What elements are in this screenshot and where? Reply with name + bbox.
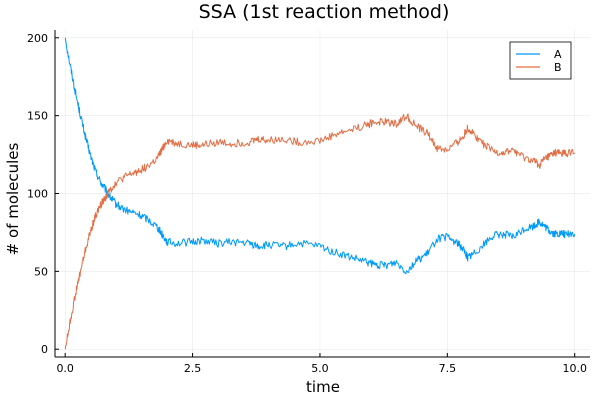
y-tick-label: 200 [27, 32, 48, 45]
series-lines [64, 37, 576, 350]
x-tick-label: 7.5 [439, 362, 457, 375]
chart-title: SSA (1st reaction method) [199, 1, 450, 23]
axes [54, 30, 590, 358]
x-tick-label: 5.0 [311, 362, 329, 375]
series-line-B [64, 113, 576, 350]
x-tick-label: 0.0 [56, 362, 74, 375]
tick-labels: 0.0 2.5 5.0 7.5 10.0 0 50 100 150 200 [27, 32, 587, 375]
legend-label-B: B [554, 61, 562, 74]
x-tick-label: 10.0 [562, 362, 587, 375]
y-tick-label: 100 [27, 188, 48, 201]
y-tick-label: 50 [34, 265, 48, 278]
legend: AB [509, 41, 572, 80]
y-tick-label: 0 [41, 343, 48, 356]
y-tick-label: 150 [27, 110, 48, 123]
legend-box [509, 41, 572, 80]
grid-lines [55, 30, 590, 357]
x-axis-title: time [306, 378, 340, 396]
y-axis-title: # of molecules [4, 142, 22, 255]
series-line-A [64, 37, 576, 275]
legend-label-A: A [554, 48, 562, 61]
x-tick-label: 2.5 [184, 362, 202, 375]
